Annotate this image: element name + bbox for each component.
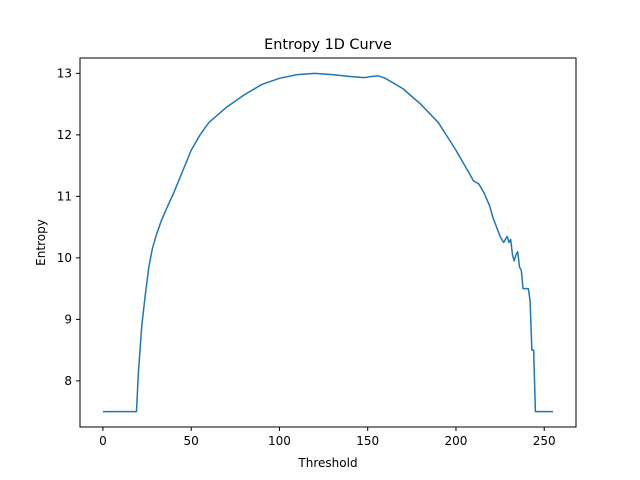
- y-tick-label: 11: [57, 189, 72, 203]
- y-axis-label: Entropy: [34, 219, 48, 266]
- x-axis: 0 50 100 150 200 250: [99, 427, 556, 448]
- y-tick-label: 13: [57, 66, 72, 80]
- x-tick-label: 150: [356, 434, 379, 448]
- y-tick-label: 9: [64, 312, 72, 326]
- x-tick-label: 250: [533, 434, 556, 448]
- chart-title: Entropy 1D Curve: [264, 37, 392, 53]
- x-tick-label: 0: [99, 434, 107, 448]
- y-axis: 8 9 10 11 12 13: [57, 66, 80, 388]
- y-tick-label: 10: [57, 251, 72, 265]
- x-tick-label: 50: [184, 434, 199, 448]
- series-line-0: [102, 72, 554, 413]
- axes-frame: [79, 57, 577, 428]
- x-tick-label: 100: [268, 434, 291, 448]
- x-tick-label: 200: [445, 434, 468, 448]
- x-axis-label: Threshold: [297, 456, 357, 470]
- y-tick-label: 8: [64, 374, 72, 388]
- plot-area: [102, 72, 554, 413]
- y-tick-label: 12: [57, 128, 72, 142]
